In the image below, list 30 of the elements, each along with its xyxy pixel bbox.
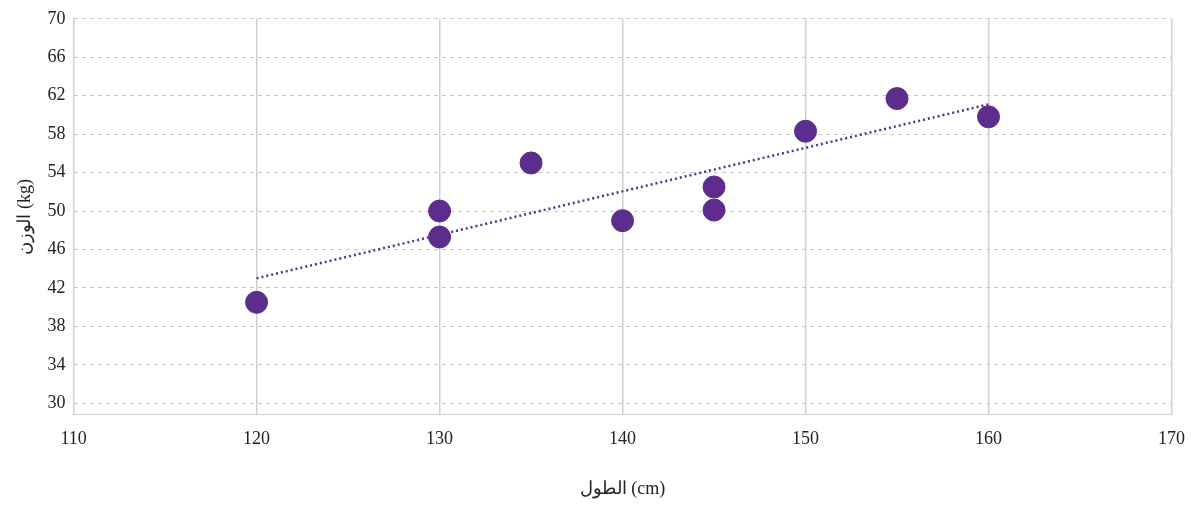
point: [702, 198, 726, 222]
point: [702, 175, 726, 199]
point: [794, 119, 818, 143]
x-tick-label: 160: [975, 428, 1003, 449]
point: [977, 105, 1001, 129]
y-tick-label: 34: [47, 353, 66, 374]
point: [611, 209, 635, 233]
y-tick-label: 58: [47, 122, 66, 143]
x-tick-label: 120: [243, 428, 271, 449]
y-tick-label: 38: [47, 315, 66, 336]
y-tick-label: 42: [47, 276, 66, 297]
y-axis-title: الوزن (kg): [13, 179, 35, 255]
y-tick-label: 66: [47, 45, 66, 66]
x-axis-title: الطول (cm): [579, 477, 666, 499]
point: [428, 199, 452, 223]
point: [519, 151, 543, 175]
x-tick-label: 170: [1158, 428, 1185, 449]
y-tick-label: 30: [47, 392, 66, 412]
y-tick-label: 70: [47, 7, 66, 28]
x-tick-label: 140: [609, 428, 637, 449]
point: [885, 87, 909, 111]
x-tick-label: 110: [60, 428, 87, 449]
y-tick-label: 46: [47, 238, 66, 259]
y-tick-label: 62: [47, 84, 66, 105]
y-tick-label: 54: [47, 161, 66, 182]
point: [428, 225, 452, 249]
y-tick-label: 50: [47, 199, 66, 220]
x-tick-label: 130: [426, 428, 454, 449]
point: [245, 290, 269, 314]
x-tick-label: 150: [792, 428, 820, 449]
